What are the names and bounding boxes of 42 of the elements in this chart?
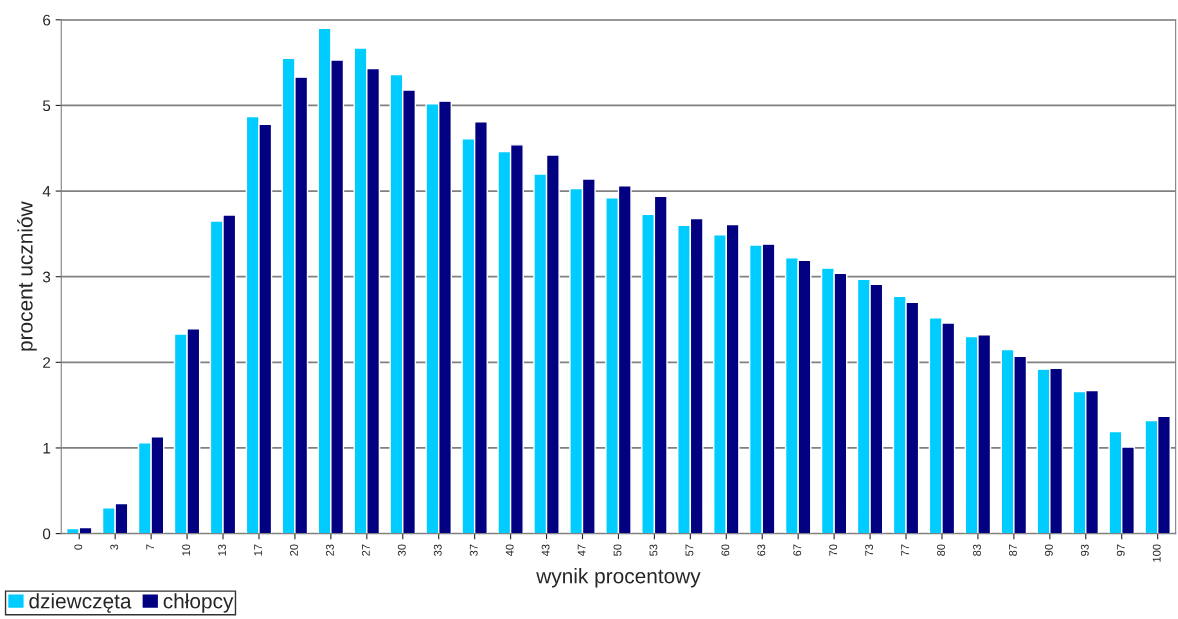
x-tick-label: 87 [1008,544,1017,556]
x-tick-label: 27 [361,544,370,556]
x-tick-label: 43 [541,544,550,557]
x-tick-label: 0 [74,544,83,550]
x-tick-label: 13 [218,544,226,556]
x-tick-label: 17 [254,544,262,556]
x-tick-label: 20 [290,544,298,556]
x-tick-label: 83 [973,544,981,556]
y-axis-title: procent uczniów [17,201,37,351]
x-tick-label: 63 [757,544,766,556]
x-tick-label: 77 [901,544,909,556]
x-tick-label: 90 [1044,544,1053,556]
x-tick-label: 70 [829,544,838,556]
y-tick-label: 1 [43,442,51,454]
x-tick-label: 80 [937,544,945,556]
x-tick-label: 40 [505,544,514,557]
y-tick-label: 3 [42,271,51,283]
x-tick-label: 47 [577,544,586,557]
x-tick-label: 37 [469,544,478,556]
x-tick-label: 93 [1080,544,1089,556]
x-tick-label: 23 [325,544,334,556]
y-tick-label: 4 [42,186,51,197]
x-tick-label: 33 [433,544,442,556]
legend-label: dziewczęta [29,593,132,613]
legend-label: chłopcy [163,593,234,613]
x-axis-title: wynik procentowy [536,568,701,588]
x-tick-label: 100 [1152,544,1161,562]
x-tick-label: 97 [1116,544,1125,556]
x-tick-label: 53 [649,544,658,556]
x-tick-label: 3 [110,544,119,550]
x-tick-label: 30 [397,544,406,556]
x-tick-label: 57 [685,544,694,556]
y-tick-label: 2 [43,357,51,368]
y-tick-label: 5 [42,100,51,112]
x-tick-label: 7 [146,544,154,550]
y-tick-label: 0 [42,528,51,540]
x-tick-label: 60 [721,544,730,556]
x-tick-label: 10 [182,544,191,556]
y-tick-label: 6 [43,14,51,26]
x-tick-label: 67 [793,544,802,556]
x-tick-label: 73 [865,544,874,556]
x-tick-label: 50 [613,544,622,556]
